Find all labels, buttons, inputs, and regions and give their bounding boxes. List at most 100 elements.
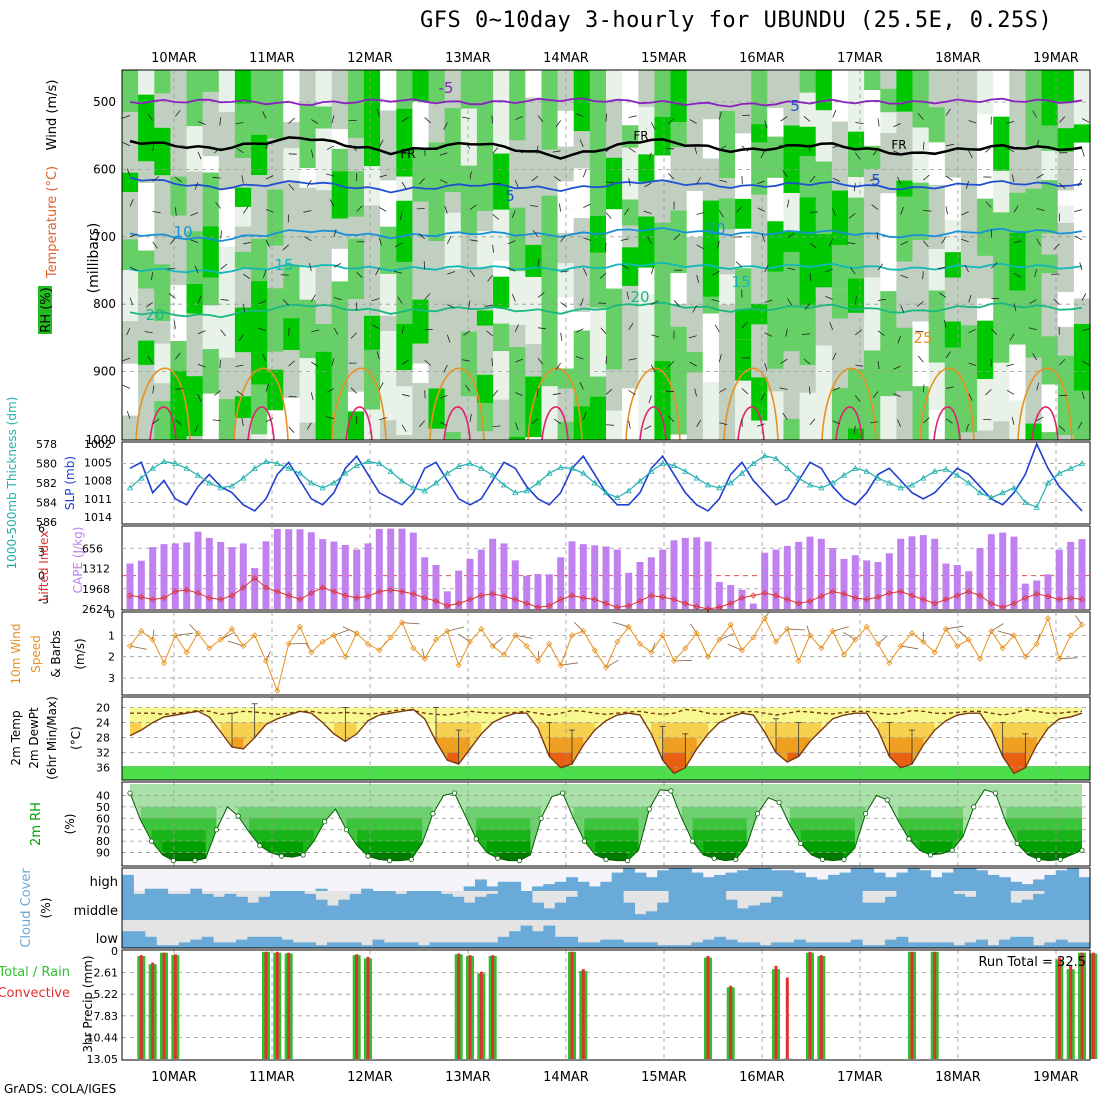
wind10m-marker <box>591 647 598 654</box>
rh-cell <box>735 70 752 98</box>
isotherm-25 <box>919 367 975 441</box>
rh-cell <box>654 361 672 392</box>
rh-marker <box>603 856 609 863</box>
rh-cell <box>364 70 381 127</box>
wind-barb <box>714 324 720 332</box>
rh-cell <box>718 110 736 179</box>
rh-cell <box>412 257 430 300</box>
wind-barb-10m <box>1059 657 1078 660</box>
x-tick-label-top: 12MAR <box>347 51 393 66</box>
wind10m-marker <box>126 642 134 650</box>
rh-cell <box>1073 124 1091 143</box>
wind-barb <box>621 264 629 270</box>
panel-precip <box>121 949 1091 1061</box>
wind-barb <box>968 362 977 366</box>
rh-cell <box>396 262 413 324</box>
thickness-marker <box>682 467 689 474</box>
cloud-bar <box>1010 881 1023 891</box>
wind-barb <box>782 412 788 421</box>
cloud-bar <box>1044 942 1057 948</box>
li-axis-label: Lifted Index <box>37 531 51 602</box>
rh-cell <box>283 70 300 123</box>
cloud-bar <box>1067 942 1080 948</box>
wind-barb <box>262 353 267 362</box>
rh-cell <box>315 128 333 191</box>
rh-cell <box>767 291 784 353</box>
lifted-index-marker <box>364 593 372 600</box>
cloud-bar <box>418 945 430 948</box>
rh-cell <box>283 265 300 291</box>
wind-barb <box>718 354 722 363</box>
rh-cell <box>831 388 849 440</box>
cloud-bar <box>919 891 932 920</box>
rh-cell <box>122 363 139 416</box>
rh-cell <box>718 70 736 111</box>
precip-conv-bar <box>139 955 143 1059</box>
cloud-bar <box>452 896 465 920</box>
wind-barb <box>922 141 925 150</box>
cloud-bar <box>953 868 966 891</box>
precip-conv-bar <box>570 951 574 1059</box>
wind10m-marker <box>206 645 213 652</box>
rh-cell <box>718 361 736 390</box>
rh-cell <box>606 410 623 440</box>
rh-cell <box>412 427 430 440</box>
rh-cell <box>799 243 817 306</box>
thickness-marker <box>580 469 587 476</box>
precip-conv-bar <box>1069 965 1073 1059</box>
cape-bar <box>432 565 440 609</box>
wind-barb <box>915 330 924 333</box>
rh-cell <box>767 221 784 272</box>
wind-barb <box>491 115 494 124</box>
rh-cell <box>154 70 171 94</box>
wind-barb <box>965 423 970 432</box>
rh-marker <box>862 811 869 817</box>
rh-cell <box>315 106 333 129</box>
rh2m-axis-label: 2m RH <box>29 802 44 846</box>
cloud-bar <box>953 893 966 920</box>
rh-cell <box>848 369 865 429</box>
thickness-marker <box>874 474 882 481</box>
wind-barb <box>853 183 856 192</box>
rh-cell <box>122 70 139 112</box>
rh-cell <box>396 435 413 440</box>
lifted-index-line <box>129 577 1083 610</box>
wind-barb <box>897 419 902 427</box>
temp-line <box>129 708 1083 775</box>
wind-barb <box>872 148 879 156</box>
thickness-marker <box>466 460 474 466</box>
wind-barb <box>718 210 724 218</box>
wind-barb <box>1036 416 1044 422</box>
wind-barb <box>424 359 431 366</box>
rh-cell <box>751 194 768 261</box>
thickness-marker <box>954 471 961 478</box>
rh-cell <box>848 222 865 279</box>
wind-barb <box>1077 178 1083 187</box>
rh-cell <box>1009 344 1026 401</box>
thickness-tick: 580 <box>36 458 57 471</box>
wind-barb <box>877 118 880 127</box>
lifted-index-marker <box>240 584 247 591</box>
lifted-index-marker <box>228 592 236 599</box>
rh-cell <box>557 209 575 233</box>
rh-cell <box>283 350 300 398</box>
cloud-bar <box>668 945 681 948</box>
wind-barb <box>809 242 817 249</box>
cloud-bar <box>828 874 840 891</box>
wind-barb <box>712 270 720 276</box>
rh-cell <box>267 189 284 246</box>
cape-bar <box>761 552 769 609</box>
rh-cell <box>509 86 526 141</box>
rh-cell <box>944 395 962 440</box>
wind-barb <box>463 330 471 336</box>
wind-barb <box>917 113 924 120</box>
rh-cell <box>1025 167 1043 189</box>
wind-barb <box>1006 121 1015 124</box>
cloud-bar <box>361 891 374 920</box>
rh-cell <box>154 343 171 384</box>
wind-barb <box>329 199 335 207</box>
rh-cell <box>444 108 462 166</box>
wind-barb <box>152 176 160 182</box>
cloud-bar <box>1033 879 1045 891</box>
rh-tick: 90 <box>96 847 110 860</box>
